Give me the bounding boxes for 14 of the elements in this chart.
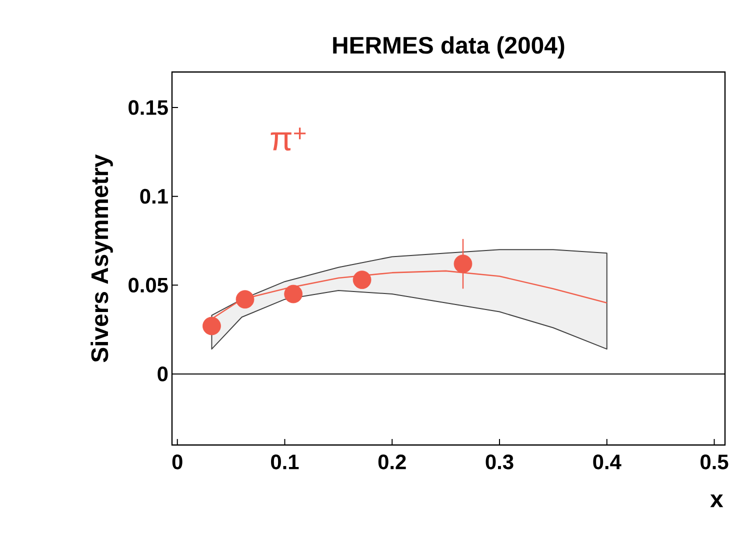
x-axis-title: x — [710, 494, 724, 508]
x-tick-label: 0.1 — [271, 454, 299, 470]
y-axis-title: Sivers Asymmetry — [90, 154, 113, 362]
x-tick-label: 0.3 — [486, 454, 514, 470]
y-tick-label: 0 — [158, 366, 168, 382]
x-tick-label: 0.4 — [593, 454, 622, 470]
y-tick-label: 0.1 — [140, 188, 168, 204]
y-tick-label: 0.15 — [128, 100, 168, 115]
y-tick-label: 0.05 — [128, 278, 168, 293]
annotation: π$^{+}$ — [270, 128, 306, 151]
chart-title: HERMES data (2004) — [333, 36, 564, 59]
x-tick-label: 0.5 — [700, 454, 728, 470]
x-tick-label: 0 — [172, 454, 182, 470]
x-tick-label: 0.2 — [378, 454, 406, 470]
